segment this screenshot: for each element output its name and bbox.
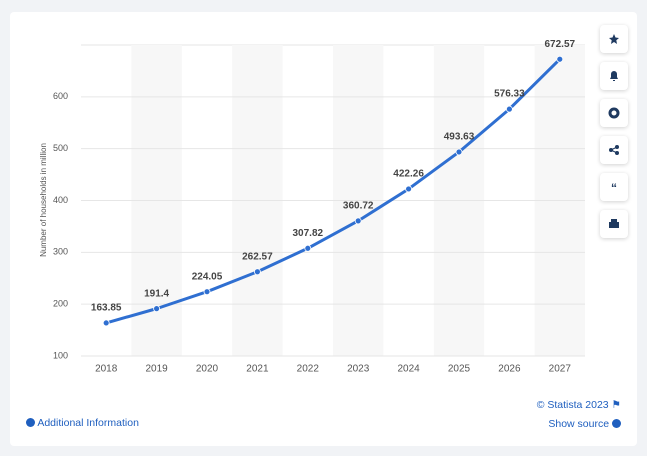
x-tick-label: 2026 [498, 364, 521, 375]
marker [455, 148, 463, 156]
x-tick-label: 2023 [347, 364, 370, 375]
value-label: 576.33 [494, 89, 525, 100]
value-label: 672.57 [545, 39, 576, 50]
marker [253, 268, 261, 276]
x-tick-label: 2025 [448, 364, 471, 375]
x-tick-label: 2024 [397, 364, 420, 375]
x-tick-label: 2018 [95, 364, 118, 375]
copyright-text: © Statista 2023 [536, 399, 609, 411]
y-tick-label: 500 [53, 143, 68, 153]
marker [304, 244, 312, 252]
notification-button[interactable] [600, 62, 628, 90]
copyright[interactable]: © Statista 2023 ⚑ [536, 399, 621, 411]
marker [505, 105, 513, 113]
line [105, 58, 561, 325]
x-tick-label: 2021 [246, 364, 269, 375]
y-tick-label: 200 [53, 299, 68, 309]
y-axis-label: Number of households in million [39, 143, 48, 257]
svg-text:“: “ [611, 181, 617, 195]
additional-info-text: Additional Information [37, 417, 139, 429]
value-label: 307.82 [293, 228, 324, 239]
x-tick-label: 2020 [196, 364, 219, 375]
marker [556, 55, 564, 63]
value-label: 422.26 [393, 169, 424, 180]
settings-button[interactable] [600, 99, 628, 127]
value-label: 163.85 [91, 303, 122, 314]
print-button[interactable] [600, 210, 628, 238]
marker [405, 185, 413, 193]
y-tick-label: 600 [53, 91, 68, 101]
additional-info-link[interactable]: Additional Information [26, 417, 139, 429]
x-tick-label: 2022 [297, 364, 320, 375]
marker [354, 217, 362, 225]
y-tick-label: 400 [53, 195, 68, 205]
x-tick-label: 2019 [145, 364, 168, 375]
value-label: 493.63 [444, 132, 475, 143]
show-source-text: Show source [548, 418, 610, 430]
x-tick-label: 2027 [549, 364, 572, 375]
favorite-button[interactable] [600, 25, 628, 53]
show-source-link[interactable]: Show source [548, 418, 621, 430]
value-label: 360.72 [343, 201, 374, 212]
cite-button[interactable]: “ [600, 173, 628, 201]
marker [102, 319, 110, 327]
y-tick-label: 100 [53, 350, 68, 360]
marker [153, 305, 161, 313]
value-label: 191.4 [144, 288, 169, 299]
value-label: 224.05 [192, 271, 223, 282]
marker [203, 288, 211, 296]
y-tick-label: 300 [53, 247, 68, 257]
value-label: 262.57 [242, 251, 273, 262]
share-button[interactable] [600, 136, 628, 164]
